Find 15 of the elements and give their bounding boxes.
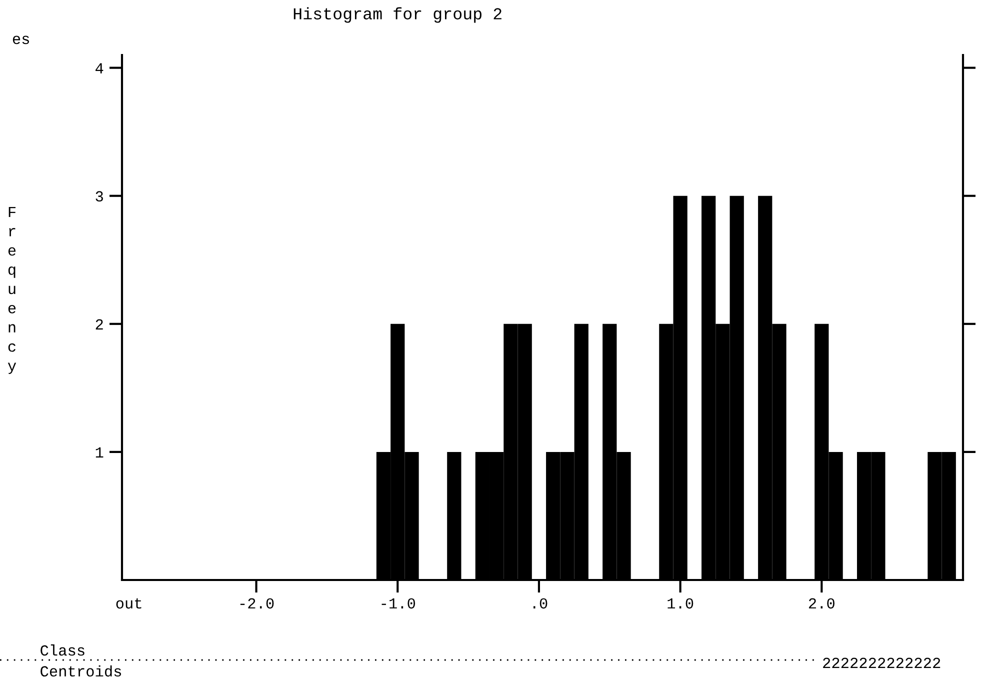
x-tick-label: 2.0 [808,598,834,609]
x-tick-label: out [116,598,142,609]
text: Frequency [8,206,16,374]
chart-title: Histogram for group 2 [294,7,502,23]
x-tick-label: -2.0 [240,598,274,609]
x-tick-label: -1.0 [382,598,416,609]
x-tick-label: .0 [533,598,548,609]
x-tick-label: 1.0 [668,598,694,609]
text: 2222222222222 [823,658,940,668]
y-tick-label: 2 [96,319,103,330]
text: es [12,36,30,44]
y-tick-label: 3 [96,191,103,202]
text: Class Centroids [40,644,122,677]
y-tick-label: 1 [96,447,104,458]
y-tick-label: 4 [96,63,104,74]
